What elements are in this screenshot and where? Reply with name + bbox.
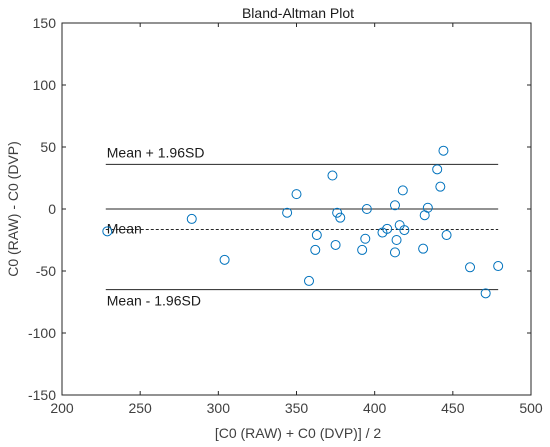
data-point bbox=[394, 220, 405, 231]
data-point bbox=[335, 212, 346, 223]
data-point bbox=[422, 202, 433, 213]
y-tick-label: -150 bbox=[28, 387, 56, 403]
x-tick-label: 450 bbox=[441, 400, 465, 416]
x-tick-label: 200 bbox=[50, 400, 74, 416]
data-point bbox=[327, 170, 338, 181]
data-point bbox=[310, 244, 321, 255]
y-tick-label: 50 bbox=[40, 139, 56, 155]
y-tick-label: 100 bbox=[33, 77, 57, 93]
data-point bbox=[389, 247, 400, 258]
data-point bbox=[441, 230, 452, 241]
y-tick-label: 150 bbox=[33, 15, 57, 31]
data-point bbox=[465, 262, 476, 273]
data-point bbox=[480, 288, 491, 299]
data-point bbox=[291, 189, 302, 200]
y-tick-label: -100 bbox=[28, 325, 56, 341]
data-point bbox=[438, 145, 449, 156]
x-tick-label: 300 bbox=[207, 400, 231, 416]
x-tick-label: 350 bbox=[285, 400, 309, 416]
data-point bbox=[399, 225, 410, 236]
data-point bbox=[282, 207, 293, 218]
data-point bbox=[311, 230, 322, 241]
x-tick-label: 250 bbox=[128, 400, 152, 416]
x-tick-label: 500 bbox=[519, 400, 543, 416]
data-point bbox=[435, 181, 446, 192]
y-tick-label: 0 bbox=[48, 201, 56, 217]
plot-area: 200 250 300 350 400 450 500 -150 -100 -50 0 50 100 15… bbox=[28, 15, 543, 416]
y-axis-label: C0 (RAW) - C0 (DVP) bbox=[5, 141, 21, 277]
x-axis-label: [C0 (RAW) + C0 (DVP)] / 2 bbox=[215, 425, 382, 441]
data-point bbox=[357, 244, 368, 255]
data-point bbox=[219, 254, 230, 265]
data-point bbox=[493, 261, 504, 272]
data-point bbox=[397, 185, 408, 196]
data-point bbox=[330, 239, 341, 250]
data-point bbox=[389, 200, 400, 211]
line-mean-1-96sd-label: Mean + 1.96SD bbox=[107, 144, 205, 160]
data-point bbox=[382, 223, 393, 234]
data-point bbox=[186, 213, 197, 224]
chart-title: Bland-Altman Plot bbox=[242, 5, 354, 21]
data-point bbox=[391, 235, 402, 245]
line-mean-1-96sd-label: Mean - 1.96SD bbox=[107, 293, 201, 309]
data-point bbox=[304, 275, 315, 286]
line-mean-label: Mean bbox=[107, 220, 142, 236]
data-point bbox=[332, 207, 343, 218]
x-tick-label: 400 bbox=[363, 400, 387, 416]
data-point bbox=[360, 233, 371, 244]
data-point bbox=[418, 243, 429, 254]
data-point bbox=[361, 204, 372, 214]
data-point bbox=[432, 164, 443, 175]
y-tick-label: -50 bbox=[36, 263, 56, 279]
data-point bbox=[102, 226, 113, 237]
